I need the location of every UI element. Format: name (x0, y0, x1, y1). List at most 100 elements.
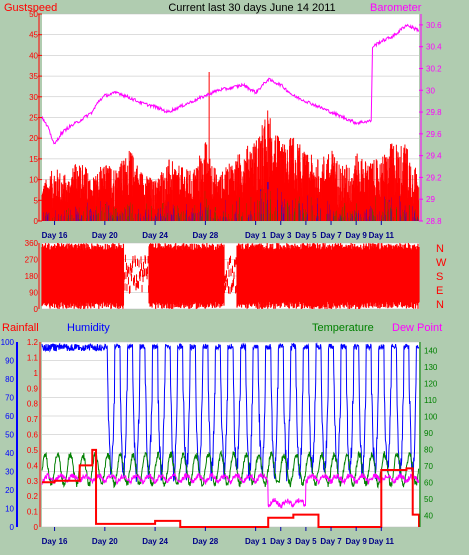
temperature-tick-label: 120 (424, 379, 438, 388)
temperature-tick-label: 140 (424, 346, 438, 355)
rainfall-tick-label: 0.3 (27, 477, 39, 486)
panel-gust-barometer: 0 5 10 15 20 25 30 35 40 45 50 28.8 29 29.2 29.4 29.6 29… (4, 2, 442, 240)
humidity-tick-label: 10 (5, 505, 14, 514)
x-tick-label: Day 24 (142, 537, 168, 546)
temperature-tick-label: 80 (424, 445, 433, 454)
humidity-tick-label: 100 (1, 338, 15, 347)
x-tick-label: Day 24 (142, 231, 168, 240)
rainfall-tick-label: 1 (34, 369, 39, 378)
gust-tick-label: 10 (29, 176, 38, 185)
gust-tick-label: 45 (29, 31, 38, 40)
direction-tick-label: 90 (29, 289, 38, 298)
barometer-tick-label: 30 (426, 86, 435, 95)
compass-label: E (436, 285, 443, 297)
gust-tick-label: 15 (29, 155, 38, 164)
compass-label: W (436, 257, 447, 269)
rainfall-tick-label: 1.2 (27, 338, 39, 347)
x-tick-label: Day 11 (369, 537, 395, 546)
temperature-tick-label: 100 (424, 412, 438, 421)
barometer-axis-label: Barometer (370, 2, 422, 14)
x-tick-label: Day 11 (369, 231, 395, 240)
barometer-tick-label: 30.6 (426, 21, 442, 30)
temperature-tick-label: 60 (424, 478, 433, 487)
gust-axis-label: Gustspeed (4, 2, 57, 14)
rainfall-tick-label: 0.2 (27, 492, 39, 501)
x-tick-label: Day 3 (270, 231, 292, 240)
rainfall-tick-label: 0 (34, 523, 39, 532)
compass-label: N (436, 299, 444, 311)
rainfall-tick-label: 0.6 (27, 431, 39, 440)
x-tick-label: Day 1 (245, 537, 267, 546)
rainfall-tick-label: 0.4 (27, 461, 39, 470)
x-tick-label: Day 3 (270, 537, 292, 546)
x-tick-label: Day 5 (295, 231, 317, 240)
gust-tick-label: 25 (29, 114, 38, 123)
dewpoint-line (41, 471, 420, 509)
humidity-tick-label: 70 (5, 394, 14, 403)
compass-label: S (436, 271, 443, 283)
x-tick-label: Day 7 (320, 231, 342, 240)
x-tick-label: Day 20 (92, 231, 118, 240)
rainfall-tick-label: 0.9 (27, 384, 39, 393)
humidity-tick-label: 50 (5, 431, 14, 440)
barometer-tick-label: 29.4 (426, 152, 442, 161)
barometer-tick-label: 30.2 (426, 64, 442, 73)
chart-title: Current last 30 days June 14 2011 (168, 2, 335, 14)
gust-tick-label: 5 (34, 196, 39, 205)
gust-tick-label: 40 (29, 51, 38, 60)
gust-tick-label: 0 (34, 217, 39, 226)
direction-tick-label: 270 (25, 256, 39, 265)
rainfall-tick-label: 0.7 (27, 415, 39, 424)
humidity-tick-label: 80 (5, 375, 14, 384)
panel-rain-humidity: 0 10 20 30 40 50 60 70 80 90 100 0 0.1 0.2 0.3 0.4 0.5 0.… (1, 322, 443, 546)
direction-tick-label: 360 (25, 239, 39, 248)
humidity-line (41, 341, 420, 482)
x-tick-label: Day 1 (245, 231, 267, 240)
x-tick-label: Day 28 (192, 231, 218, 240)
rainfall-tick-label: 0.5 (27, 446, 39, 455)
direction-tick-label: 180 (25, 272, 39, 281)
compass-label: N (436, 243, 444, 255)
temperature-tick-label: 110 (424, 396, 437, 405)
gust-tick-label: 50 (29, 10, 38, 19)
gust-tick-label: 35 (29, 72, 38, 81)
x-tick-label: Day 7 (320, 537, 342, 546)
temperature-tick-label: 70 (424, 462, 433, 471)
barometer-tick-label: 28.8 (426, 217, 442, 226)
barometer-tick-label: 29.2 (426, 173, 442, 182)
barometer-line (41, 23, 420, 145)
x-tick-label: Day 5 (295, 537, 317, 546)
humidity-tick-label: 40 (5, 449, 14, 458)
temperature-tick-label: 130 (424, 363, 438, 372)
humidity-tick-label: 0 (10, 523, 15, 532)
rainfall-tick-label: 0.1 (27, 508, 39, 517)
x-tick-label: Day 16 (42, 231, 68, 240)
rainfall-tick-label: 0.8 (27, 400, 39, 409)
dewpoint-axis-label: Dew Point (392, 322, 442, 334)
x-tick-label: Day 28 (192, 537, 218, 546)
humidity-tick-label: 30 (5, 468, 14, 477)
temperature-line (41, 449, 420, 489)
humidity-tick-label: 90 (5, 357, 14, 366)
temperature-tick-label: 40 (424, 511, 433, 520)
rainfall-tick-label: 1.1 (27, 353, 39, 362)
barometer-tick-label: 29.8 (426, 108, 442, 117)
rainfall-axis-label: Rainfall (2, 322, 39, 334)
barometer-tick-label: 30.4 (426, 43, 442, 52)
direction-tick-label: 0 (34, 305, 39, 314)
gust-tick-label: 20 (29, 134, 38, 143)
humidity-tick-label: 20 (5, 486, 14, 495)
temperature-axis-label: Temperature (312, 322, 374, 334)
gust-tick-label: 30 (29, 93, 38, 102)
humidity-axis-label: Humidity (67, 322, 110, 334)
temperature-tick-label: 50 (424, 495, 433, 504)
x-tick-label: Day 20 (92, 537, 118, 546)
temperature-tick-label: 90 (424, 429, 433, 438)
barometer-tick-label: 29.6 (426, 130, 442, 139)
x-tick-label: Day 16 (42, 537, 68, 546)
x-tick-label: Day 9 (345, 537, 367, 546)
x-tick-label: Day 9 (345, 231, 367, 240)
humidity-tick-label: 60 (5, 412, 14, 421)
